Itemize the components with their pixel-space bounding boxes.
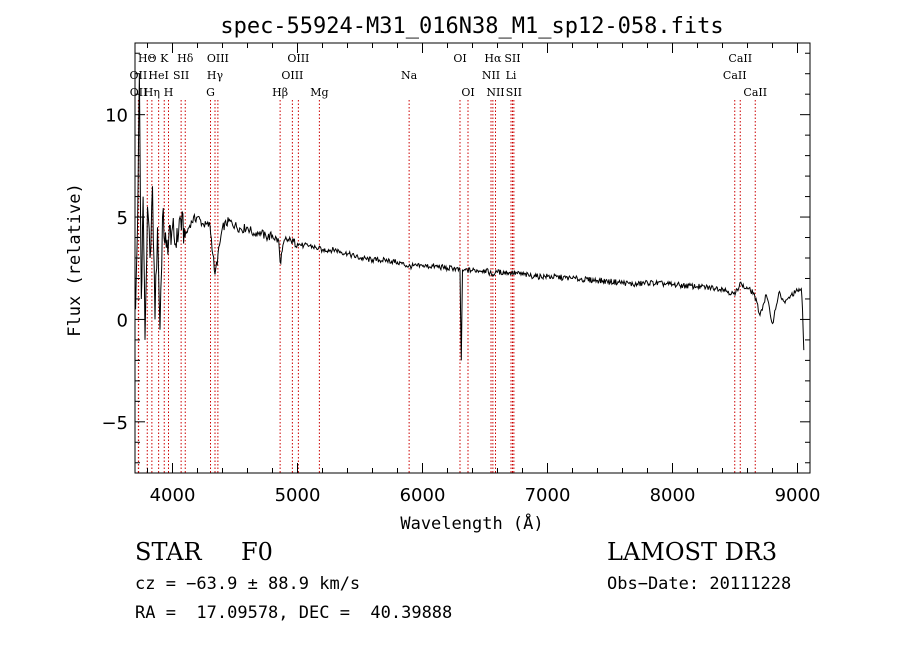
line-label-3: HeI <box>148 69 168 82</box>
spectrum-series <box>135 73 805 361</box>
coordinates: RA = 17.09578, DEC = 40.39888 <box>135 603 453 623</box>
line-label-11: G <box>206 86 215 99</box>
line-label-20: SII <box>504 52 520 65</box>
object-subclass: F0 <box>241 538 273 566</box>
x-tick-label-5: 9000 <box>775 485 821 506</box>
line-label-19: Hα <box>484 52 502 65</box>
line-label-15: Mg <box>310 86 328 99</box>
x-tick-label-2: 6000 <box>400 485 446 506</box>
line-label-10: Hγ <box>207 69 224 82</box>
line-label-25: CaII <box>728 52 752 65</box>
line-label-8: Hδ <box>177 52 194 65</box>
line-label-16: Na <box>401 69 418 82</box>
y-tick-label-3: 10 <box>105 106 128 127</box>
x-tick-label-3: 7000 <box>525 485 571 506</box>
spectrum-line <box>135 73 805 361</box>
plot-frame <box>134 42 811 474</box>
line-label-9: OIII <box>207 52 229 65</box>
x-tick-label-4: 8000 <box>650 485 696 506</box>
line-label-0: HΘ <box>138 52 157 65</box>
x-axis-ticks: 4000 5000 6000 7000 8000 9000 <box>147 43 821 506</box>
line-label-5: K <box>160 52 169 65</box>
observation-date: Obs−Date: 20111228 <box>607 574 792 594</box>
spectral-line-markers <box>137 100 756 473</box>
line-label-26: CaII <box>723 69 747 82</box>
line-label-24: SII <box>506 86 522 99</box>
line-label-23: NII <box>486 86 504 99</box>
y-axis-ticks: −5 0 5 10 <box>101 52 810 464</box>
chart-title: spec-55924-M31_016N38_M1_sp12-058.fits <box>220 14 723 39</box>
line-label-13: OIII <box>281 69 303 82</box>
line-label-18: OI <box>461 86 474 99</box>
line-label-14: Hβ <box>272 86 288 99</box>
line-label-17: OI <box>453 52 466 65</box>
object-class: STAR <box>135 538 202 566</box>
x-axis-label: Wavelength (Å) <box>400 512 543 534</box>
line-label-6: SII <box>173 69 189 82</box>
x-tick-label-0: 4000 <box>150 485 196 506</box>
line-label-21: NII <box>482 69 500 82</box>
line-label-1: OII <box>130 69 148 82</box>
y-tick-label-1: 0 <box>117 310 128 331</box>
y-tick-label-2: 5 <box>117 208 128 229</box>
line-label-4: Hη <box>144 86 160 99</box>
y-tick-label-0: −5 <box>101 413 128 434</box>
y-axis-label: Flux (relative) <box>65 183 85 337</box>
survey-name: LAMOST DR3 <box>607 538 778 566</box>
line-label-12: OIII <box>287 52 309 65</box>
x-tick-label-1: 5000 <box>275 485 321 506</box>
redshift-velocity: cz = −63.9 ± 88.9 km/s <box>135 574 361 594</box>
line-label-22: Li <box>506 69 517 82</box>
plot-axes <box>134 42 811 474</box>
line-label-7: H <box>164 86 174 99</box>
line-label-27: CaII <box>743 86 767 99</box>
